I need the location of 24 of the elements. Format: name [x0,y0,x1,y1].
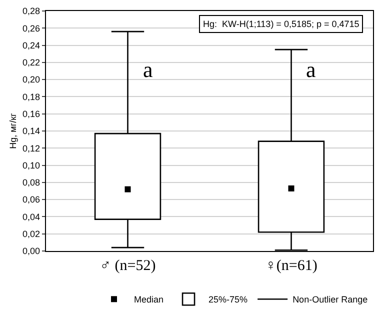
text: Median [134,294,164,305]
y-tick-label: 0,00 [22,246,40,256]
y-axis-title: Hg, мг/кг [8,112,18,149]
y-tick-label: 0,22 [22,58,40,68]
annotation: Hg: KW-H(1;113) = 0,5185; p = 0,4715 [203,19,360,29]
x-tick-label: ♀(n=61) [265,258,318,274]
y-tick-label: 0,06 [22,194,40,205]
y-tick-label: 0,26 [22,23,40,34]
x-tick-label: ♂ (n=52) [100,258,156,274]
y-tick-label: 0,12 [22,143,40,154]
y-tick-label: 0,04 [22,212,40,222]
annotation: a [306,57,316,82]
legend-label: 25%-75% [208,294,248,305]
y-tick-label: 0,02 [22,229,40,240]
y-tick-label: 0,28 [22,6,40,16]
y-tick-label: 0,24 [22,40,40,50]
y-tick-label: 0,10 [22,160,40,170]
y-tick-label: 0,16 [22,109,40,120]
y-tick-label: 0,08 [22,178,40,188]
y-tick-label: 0,14 [22,126,40,136]
annotation: a [143,57,153,82]
text: Non-Outlier Range [292,294,368,305]
y-tick-label: 0,18 [22,92,40,102]
y-tick-label: 0,20 [22,74,40,85]
